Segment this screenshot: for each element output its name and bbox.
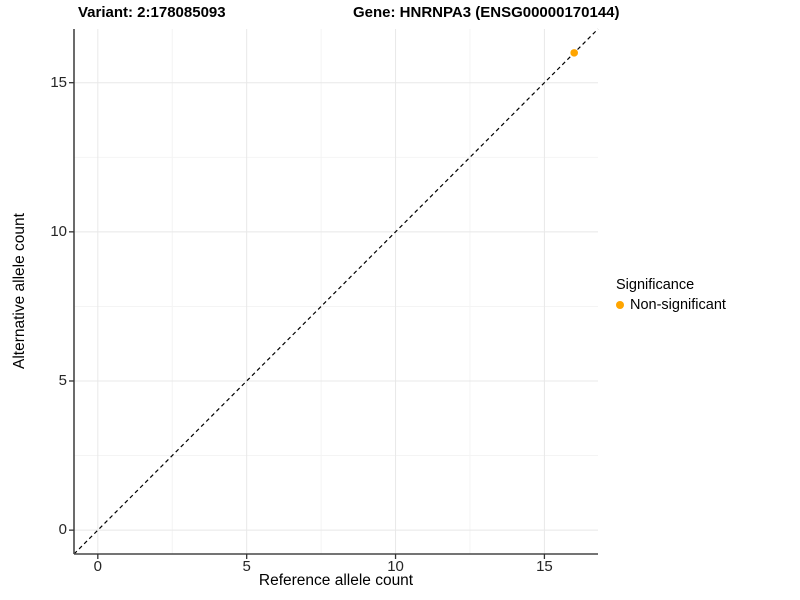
x-tick-label: 5 [242,558,251,575]
x-axis-title: Reference allele count [258,572,414,589]
y-axis-title: Alternative allele count [11,213,28,369]
x-tick-label: 0 [93,558,102,575]
legend-item: Non-significant [616,297,726,313]
plot-title-variant: Variant: 2:178085093 [78,4,226,21]
y-tick-label: 10 [50,222,67,240]
y-tick-label: 15 [50,73,67,91]
legend: Significance Non-significant [616,277,726,313]
legend-item-label: Non-significant [630,297,726,313]
data-point-non-significant [570,49,578,57]
legend-items: Non-significant [616,297,726,313]
identity-dashed-line [73,28,599,555]
legend-title: Significance [616,277,695,293]
x-tick-label: 15 [536,558,553,575]
plot-title-gene: Gene: HNRNPA3 (ENSG00000170144) [353,4,620,21]
legend-point-icon [616,301,624,309]
y-tick-label: 0 [58,521,67,539]
y-tick-label: 5 [58,371,67,389]
x-tick-label: 10 [387,558,404,575]
